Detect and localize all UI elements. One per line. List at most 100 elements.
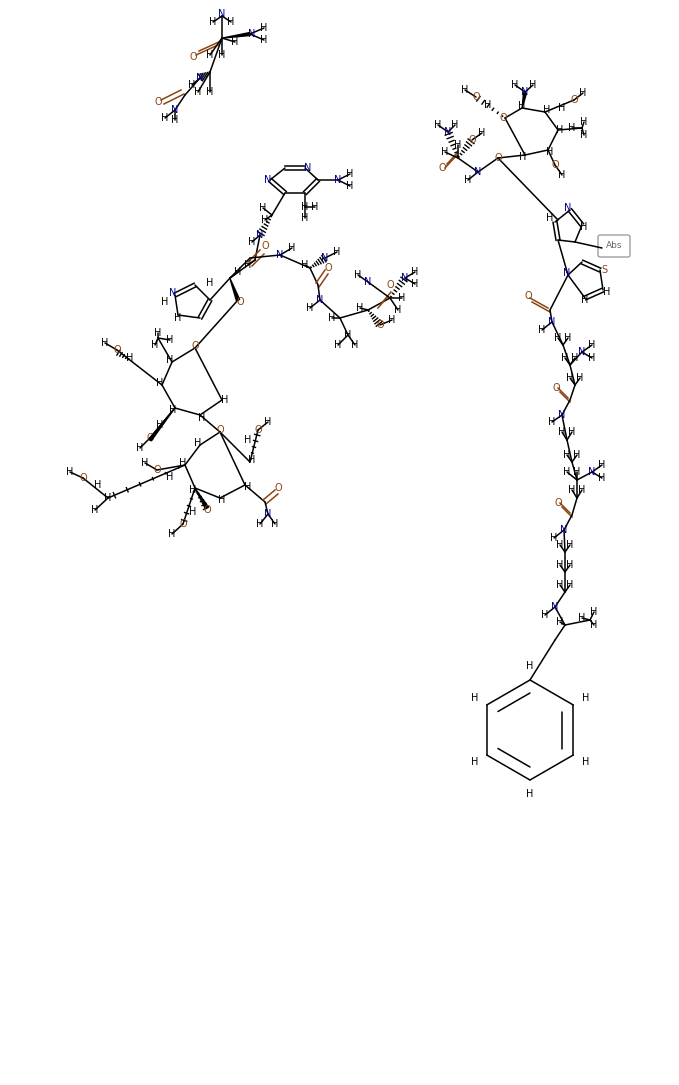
Text: H: H	[194, 87, 202, 97]
Text: H: H	[568, 123, 576, 133]
Text: O: O	[570, 95, 578, 105]
Text: O: O	[438, 163, 446, 173]
Text: H: H	[558, 103, 566, 113]
Text: H: H	[333, 247, 341, 257]
Text: H: H	[244, 260, 252, 270]
Text: H: H	[171, 115, 179, 125]
Text: H: H	[550, 533, 557, 542]
Text: N: N	[521, 87, 529, 97]
Text: H: H	[166, 472, 174, 482]
Text: H: H	[344, 330, 352, 340]
Text: H: H	[484, 100, 492, 110]
Text: H: H	[562, 353, 569, 363]
Text: H: H	[301, 202, 309, 212]
Text: N: N	[249, 29, 256, 39]
Text: N: N	[558, 410, 566, 420]
Text: O: O	[254, 425, 262, 435]
Text: H: H	[598, 473, 606, 483]
Text: H: H	[588, 353, 595, 363]
Text: H: H	[543, 105, 551, 115]
Text: O: O	[386, 280, 394, 290]
Text: H: H	[156, 420, 164, 430]
Text: H: H	[579, 613, 586, 623]
Text: N: N	[475, 167, 481, 177]
Text: H: H	[588, 340, 595, 350]
Text: H: H	[354, 270, 362, 280]
Text: H: H	[461, 85, 469, 95]
Text: N: N	[171, 105, 179, 115]
Text: O: O	[524, 291, 532, 301]
Text: H: H	[346, 181, 354, 191]
Text: H: H	[249, 455, 256, 465]
Text: O: O	[113, 345, 121, 355]
Text: N: N	[276, 250, 284, 260]
FancyBboxPatch shape	[598, 235, 630, 257]
Text: O: O	[324, 263, 332, 273]
Text: H: H	[519, 152, 527, 162]
Text: H: H	[264, 417, 272, 427]
Text: H: H	[590, 607, 598, 617]
Text: H: H	[556, 560, 564, 570]
Text: H: H	[411, 279, 419, 289]
Text: H: H	[526, 789, 534, 799]
Text: H: H	[582, 757, 589, 767]
Text: H: H	[454, 140, 462, 150]
Text: N: N	[196, 73, 204, 82]
Text: N: N	[564, 203, 572, 213]
Text: H: H	[566, 580, 574, 590]
Text: O: O	[554, 498, 562, 508]
Text: H: H	[156, 378, 164, 388]
Text: O: O	[499, 113, 507, 123]
Polygon shape	[230, 278, 240, 301]
Text: N: N	[304, 163, 312, 173]
Polygon shape	[195, 488, 208, 509]
Text: N: N	[564, 268, 570, 278]
Text: H: H	[169, 405, 177, 414]
Text: H: H	[530, 80, 536, 90]
Text: H: H	[581, 295, 589, 305]
Text: H: H	[547, 146, 553, 157]
Text: O: O	[216, 425, 224, 435]
Text: H: H	[547, 213, 553, 224]
Text: H: H	[541, 610, 549, 620]
Text: H: H	[249, 237, 256, 247]
Text: H: H	[175, 312, 182, 323]
Text: H: H	[604, 288, 610, 297]
Text: H: H	[272, 519, 278, 529]
Text: H: H	[573, 467, 581, 477]
Text: H: H	[105, 493, 111, 503]
Text: H: H	[162, 113, 168, 123]
Text: H: H	[67, 467, 74, 477]
Text: H: H	[206, 87, 214, 97]
Text: N: N	[321, 253, 329, 263]
Text: H: H	[576, 373, 584, 383]
Text: N: N	[560, 525, 568, 535]
Text: H: H	[91, 505, 98, 515]
Text: N: N	[264, 509, 272, 519]
Text: H: H	[289, 243, 295, 253]
Text: O: O	[469, 135, 476, 145]
Text: H: H	[209, 17, 217, 27]
Text: O: O	[552, 383, 559, 393]
Text: O: O	[203, 505, 210, 515]
Text: H: H	[581, 117, 588, 127]
Text: N: N	[334, 175, 342, 186]
Text: H: H	[301, 213, 309, 224]
Text: N: N	[264, 175, 272, 186]
Text: H: H	[411, 267, 419, 277]
Text: H: H	[101, 339, 109, 348]
Text: H: H	[351, 340, 359, 350]
Text: H: H	[564, 450, 570, 460]
Text: H: H	[399, 293, 405, 303]
Text: H: H	[234, 267, 242, 277]
Text: H: H	[579, 88, 587, 98]
Text: H: H	[564, 467, 570, 477]
Text: H: H	[260, 23, 268, 33]
Text: H: H	[94, 480, 102, 490]
Polygon shape	[222, 33, 251, 38]
Text: H: H	[566, 373, 574, 383]
Text: H: H	[471, 757, 478, 767]
Text: H: H	[189, 485, 197, 495]
Text: H: H	[261, 215, 269, 225]
Text: H: H	[168, 529, 176, 539]
